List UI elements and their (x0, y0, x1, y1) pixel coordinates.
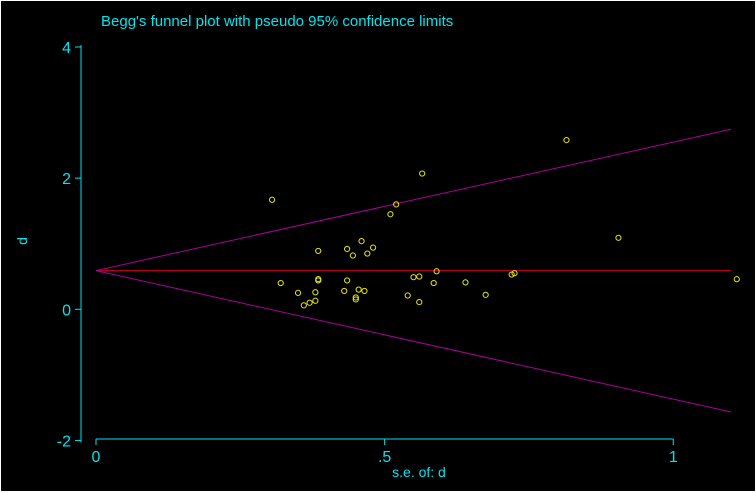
study-point (733, 276, 740, 283)
study-point (482, 291, 489, 298)
study-point (508, 271, 515, 278)
study-point (355, 286, 362, 293)
study-point (563, 137, 570, 144)
study-point (416, 298, 423, 306)
study-point (430, 279, 437, 287)
study-point (294, 289, 302, 297)
study-point (462, 279, 469, 286)
study-point (364, 250, 371, 257)
chart-title: Begg's funnel plot with pseudo 95% confi… (101, 13, 453, 30)
study-point (344, 277, 351, 284)
study-point (312, 289, 319, 296)
study-point (416, 273, 423, 280)
y-tick-label: 4 (62, 40, 71, 57)
study-point (315, 247, 322, 255)
study-point (419, 170, 426, 177)
study-point (369, 244, 377, 251)
x-tick-label: .5 (378, 449, 391, 466)
study-point (341, 287, 348, 295)
study-point (306, 299, 313, 306)
x-tick-label: 1 (669, 449, 678, 466)
study-point (315, 276, 322, 283)
study-point (410, 274, 417, 281)
study-point (615, 234, 622, 241)
study-point (511, 270, 518, 277)
x-axis-label: s.e. of: d (392, 464, 446, 480)
study-point (344, 245, 351, 253)
y-tick-label: 2 (62, 171, 71, 188)
study-point (387, 211, 394, 218)
study-point (358, 237, 365, 245)
study-point (300, 302, 307, 309)
y-tick-label: 0 (62, 302, 71, 319)
study-point (352, 294, 359, 301)
plot-area: -2 0 2 4 0 .5 1 (57, 40, 740, 466)
y-axis-label: d (14, 237, 30, 245)
y-tick-label: -2 (57, 433, 71, 450)
study-point (268, 196, 276, 203)
study-point (393, 201, 400, 208)
upper-confidence-limit (95, 128, 732, 272)
study-point (352, 296, 359, 303)
study-point (433, 268, 440, 275)
lower-confidence-limit (95, 270, 732, 413)
x-tick-label: 0 (92, 449, 101, 466)
study-point (349, 252, 356, 259)
study-point (277, 279, 284, 287)
study-point (404, 292, 411, 299)
study-point (361, 287, 368, 295)
study-point (312, 297, 319, 304)
